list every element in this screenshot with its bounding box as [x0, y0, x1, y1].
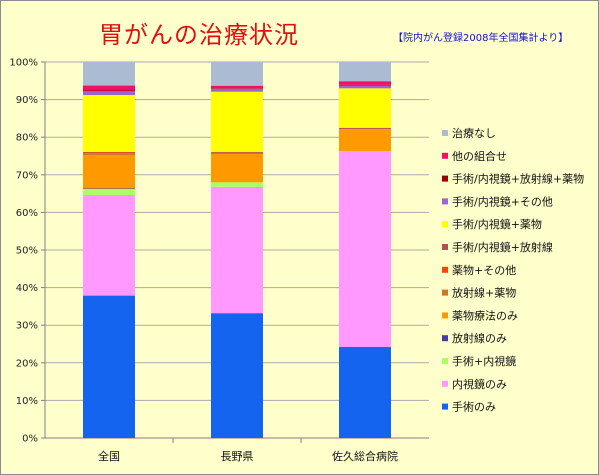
bar-segment	[211, 91, 263, 152]
bar-segment	[211, 186, 263, 314]
y-tick-label: 60%	[16, 208, 38, 219]
legend-swatch	[442, 312, 448, 319]
legend-swatch	[442, 266, 448, 273]
y-tick-label: 0%	[22, 434, 38, 445]
legend-label: 手術/内視鏡+薬物	[452, 217, 542, 231]
legend-label: 放射線+薬物	[452, 286, 516, 300]
bar-segment	[339, 347, 391, 438]
legend-label: 手術+内視鏡	[452, 354, 516, 368]
y-tick-label: 10%	[16, 396, 38, 407]
legend-label: 他の組合せ	[452, 149, 507, 163]
bar-segment	[83, 152, 135, 153]
legend-swatch	[442, 244, 448, 250]
bar-segment	[83, 95, 135, 153]
bar-segment	[211, 182, 263, 187]
bar-segment	[83, 85, 135, 91]
y-tick-label: 90%	[16, 95, 38, 106]
bar-segment	[339, 62, 391, 82]
y-tick-label: 40%	[16, 283, 38, 294]
bar-segment	[83, 194, 135, 296]
bar-segment	[83, 62, 135, 86]
bar-segment	[83, 152, 135, 154]
legend-swatch	[442, 221, 448, 228]
legend-label: 放射線のみ	[452, 331, 507, 345]
y-tick-label: 70%	[16, 170, 38, 181]
legend-label: 内視鏡のみ	[452, 377, 507, 391]
legend-swatch	[442, 152, 448, 159]
bar-segment	[339, 84, 391, 86]
legend-swatch	[442, 335, 448, 342]
legend-swatch	[442, 358, 448, 364]
bar-segment	[83, 153, 135, 156]
legend-swatch	[442, 289, 448, 296]
y-tick-label: 80%	[16, 133, 38, 144]
legend-label: 手術/内視鏡+その他	[452, 194, 553, 208]
bar-segment	[211, 151, 263, 153]
legend-label: 薬物療法のみ	[452, 308, 518, 322]
legend-label: 薬物+その他	[452, 263, 516, 277]
legend-label: 手術/内視鏡+放射線	[452, 240, 553, 254]
bar-segment	[211, 152, 263, 154]
bar-segment	[211, 313, 263, 438]
bar-segment	[211, 85, 263, 89]
bar-segment	[339, 81, 391, 85]
x-category-label: 佐久総合病院	[332, 449, 398, 463]
legend-swatch	[442, 175, 448, 182]
legend-swatch	[442, 130, 448, 136]
bar-segment	[83, 188, 135, 189]
bar-segment	[211, 88, 263, 89]
y-tick-label: 20%	[16, 358, 38, 369]
bar-segment	[83, 91, 135, 96]
bar-segment	[339, 151, 391, 348]
bar-segment	[83, 188, 135, 195]
legend-label: 手術/内視鏡+放射線+薬物	[452, 172, 584, 186]
source-note: 【院内がん登録2008年全国集計より】	[393, 33, 569, 44]
bar-segment	[339, 88, 391, 128]
bar-segment	[83, 295, 135, 438]
bar-segment	[339, 127, 391, 129]
bar-segment	[211, 153, 263, 183]
bar-segment	[83, 155, 135, 189]
legend-swatch	[442, 380, 448, 387]
legend-label: 手術のみ	[452, 400, 496, 414]
y-tick-label: 30%	[16, 321, 38, 332]
legend-swatch	[442, 198, 448, 205]
bar-segment	[211, 62, 263, 86]
y-tick-label: 100%	[9, 58, 38, 69]
x-category-label: 長野県	[221, 450, 254, 463]
bar-segment	[339, 85, 391, 89]
legend-swatch	[442, 403, 448, 410]
x-category-label: 全国	[98, 449, 120, 463]
chart-title: 胃がんの治療状況	[99, 21, 299, 49]
bar-segment	[211, 88, 263, 92]
bar-segment	[339, 128, 391, 152]
legend-label: 治療なし	[452, 126, 496, 140]
bar-segment	[83, 90, 135, 92]
y-tick-label: 50%	[16, 246, 38, 257]
